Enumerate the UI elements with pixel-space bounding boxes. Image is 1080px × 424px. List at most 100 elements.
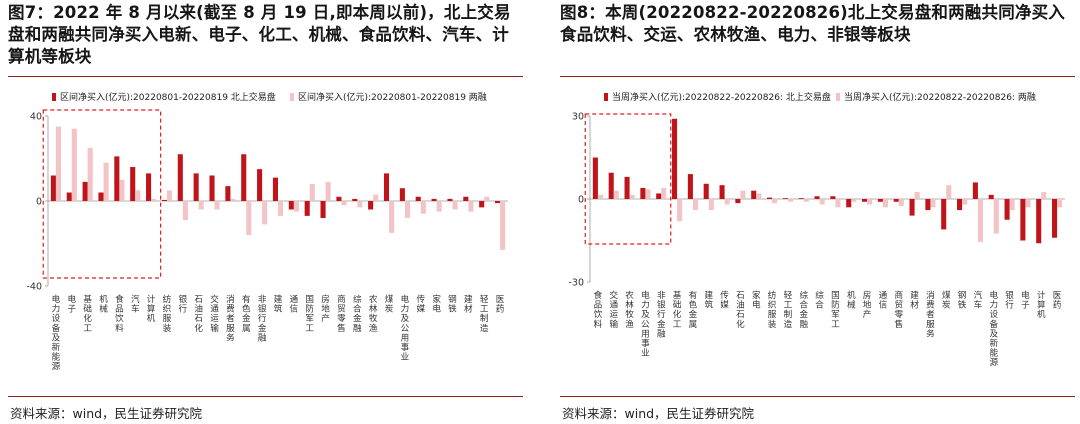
bar-northbound [877,199,883,202]
bar-margin [198,201,204,210]
bar-northbound [687,174,693,199]
bar-northbound [1036,199,1042,244]
footer-rule [8,396,523,397]
x-tick-label: 石油石化 [736,291,745,330]
legend: 区间净买入(亿元):20220801-20220819 北上交易盘 区间净买入(亿… [52,91,487,103]
bar-margin [882,199,888,208]
x-tick-label: 轻工制造 [480,293,489,334]
legend-swatch [836,93,840,101]
bar-margin [898,199,904,206]
bar-margin [677,199,683,222]
x-tick-label: 综合 [815,289,824,311]
bar-margin [389,201,395,233]
bar-margin [452,201,458,210]
bar-northbound [50,175,56,201]
bar-margin [756,193,762,199]
x-tick-label: 房地产 [321,293,330,324]
x-tick-label: 计算机 [147,293,156,324]
bar-northbound [304,201,310,216]
bar-margin [1041,192,1047,199]
bar-margin [946,185,952,199]
title-rule [8,76,523,77]
legend-label: 区间净买入(亿元):20220801-20220819 北上交易盘 [60,91,276,103]
bar-northbound [719,185,725,199]
x-tick-label: 通信 [879,290,888,311]
x-tick-label: 传媒 [416,293,425,315]
bar-margin [55,126,62,202]
bar-northbound [608,172,614,199]
bar-margin [597,194,603,199]
x-tick-label: 综合金融 [353,293,362,334]
bar-northbound [782,198,788,199]
y-tick-label: 30 [572,112,584,123]
x-tick-label: 电力设备及新能源 [989,289,998,368]
x-tick-label: 综合金融 [799,289,808,330]
bar-margin [740,190,746,199]
x-tick-label: 汽车 [974,289,983,311]
legend-label: 区间净买入(亿元):20220801-20220819 两融 [298,91,487,103]
x-tick-label: 农林牧渔 [369,293,378,334]
x-tick-label: 非银行金融 [657,289,666,339]
legend-swatch [52,93,56,101]
bar-margin [182,201,188,221]
bar-northbound [640,187,646,199]
x-tick-label: 有色金属 [689,289,698,330]
bar-northbound [209,175,215,201]
bar-margin [1057,199,1063,208]
x-tick-label: 煤炭 [385,293,394,315]
bar-northbound [846,199,852,208]
bar-northbound [767,197,773,199]
bar-margin [309,184,315,201]
legend: 当周净买入(亿元):20220822-20220826: 北上交易盘 当周净买入(… [604,91,1036,103]
bar-northbound [941,199,947,230]
x-tick-label: 电子 [1021,289,1030,311]
x-tick-label: 纺织服装 [163,293,172,334]
bar-northbound [336,196,342,201]
bar-chart-fig7: 区间净买入(亿元):20220801-20220819 北上交易盘 区间净买入(亿… [26,91,508,372]
legend-label: 当周净买入(亿元):20220822-20220826: 两融 [844,91,1036,103]
bar-northbound [656,193,662,199]
bar-northbound [415,196,421,201]
bar-northbound [130,167,136,201]
bar-margin [87,147,93,202]
x-tick-label: 建材 [464,293,473,315]
bar-northbound [82,181,88,202]
x-tick-label: 传媒 [720,289,729,311]
bar-margin [135,190,141,202]
source-note: 资料来源：wind，民生证券研究院 [562,406,755,421]
bar-margin [151,198,157,202]
x-tick-label: 交通运输 [609,289,618,330]
bar-northbound [288,201,294,210]
bar-margin [166,190,173,202]
legend-label: 当周净买入(亿元):20220822-20220826: 北上交易盘 [612,91,831,103]
bar-northbound [177,154,183,201]
bar-northbound [146,173,152,202]
bar-margin [993,199,999,234]
source-note: 资料来源：wind，民生证券研究院 [10,406,203,421]
bar-margin [930,199,936,208]
bar-northbound [893,199,899,202]
bar-margin [1009,199,1015,211]
x-tick-label: 消费者服务 [926,289,935,339]
legend-swatch [290,93,294,101]
bar-margin [661,187,667,199]
x-tick-label: 医药 [1053,290,1062,311]
x-tick-label: 通信 [290,294,299,315]
bar-northbound [479,201,485,208]
x-tick-label: 房地产 [863,289,872,320]
x-tick-label: 家电 [752,289,761,311]
chart-title: 图8：本周(20220822-20220826)北上交易盘和两融共同净买入食品饮… [560,3,1066,44]
x-tick-label: 建筑 [704,289,713,311]
bar-margin [214,201,220,210]
x-tick-label: 基础化工 [673,289,682,330]
bar-margin [772,199,778,204]
x-tick-label: 国防军工 [831,290,840,330]
bar-margin [500,201,506,250]
x-tick-label: 商贸零售 [337,293,346,334]
x-tick-label: 农林牧渔 [625,289,634,330]
bar-northbound [352,198,358,202]
x-tick-label: 非银行金融 [258,293,267,343]
x-tick-label: 钢铁 [958,289,967,311]
bar-northbound [624,176,630,199]
bar-northbound [988,194,994,199]
